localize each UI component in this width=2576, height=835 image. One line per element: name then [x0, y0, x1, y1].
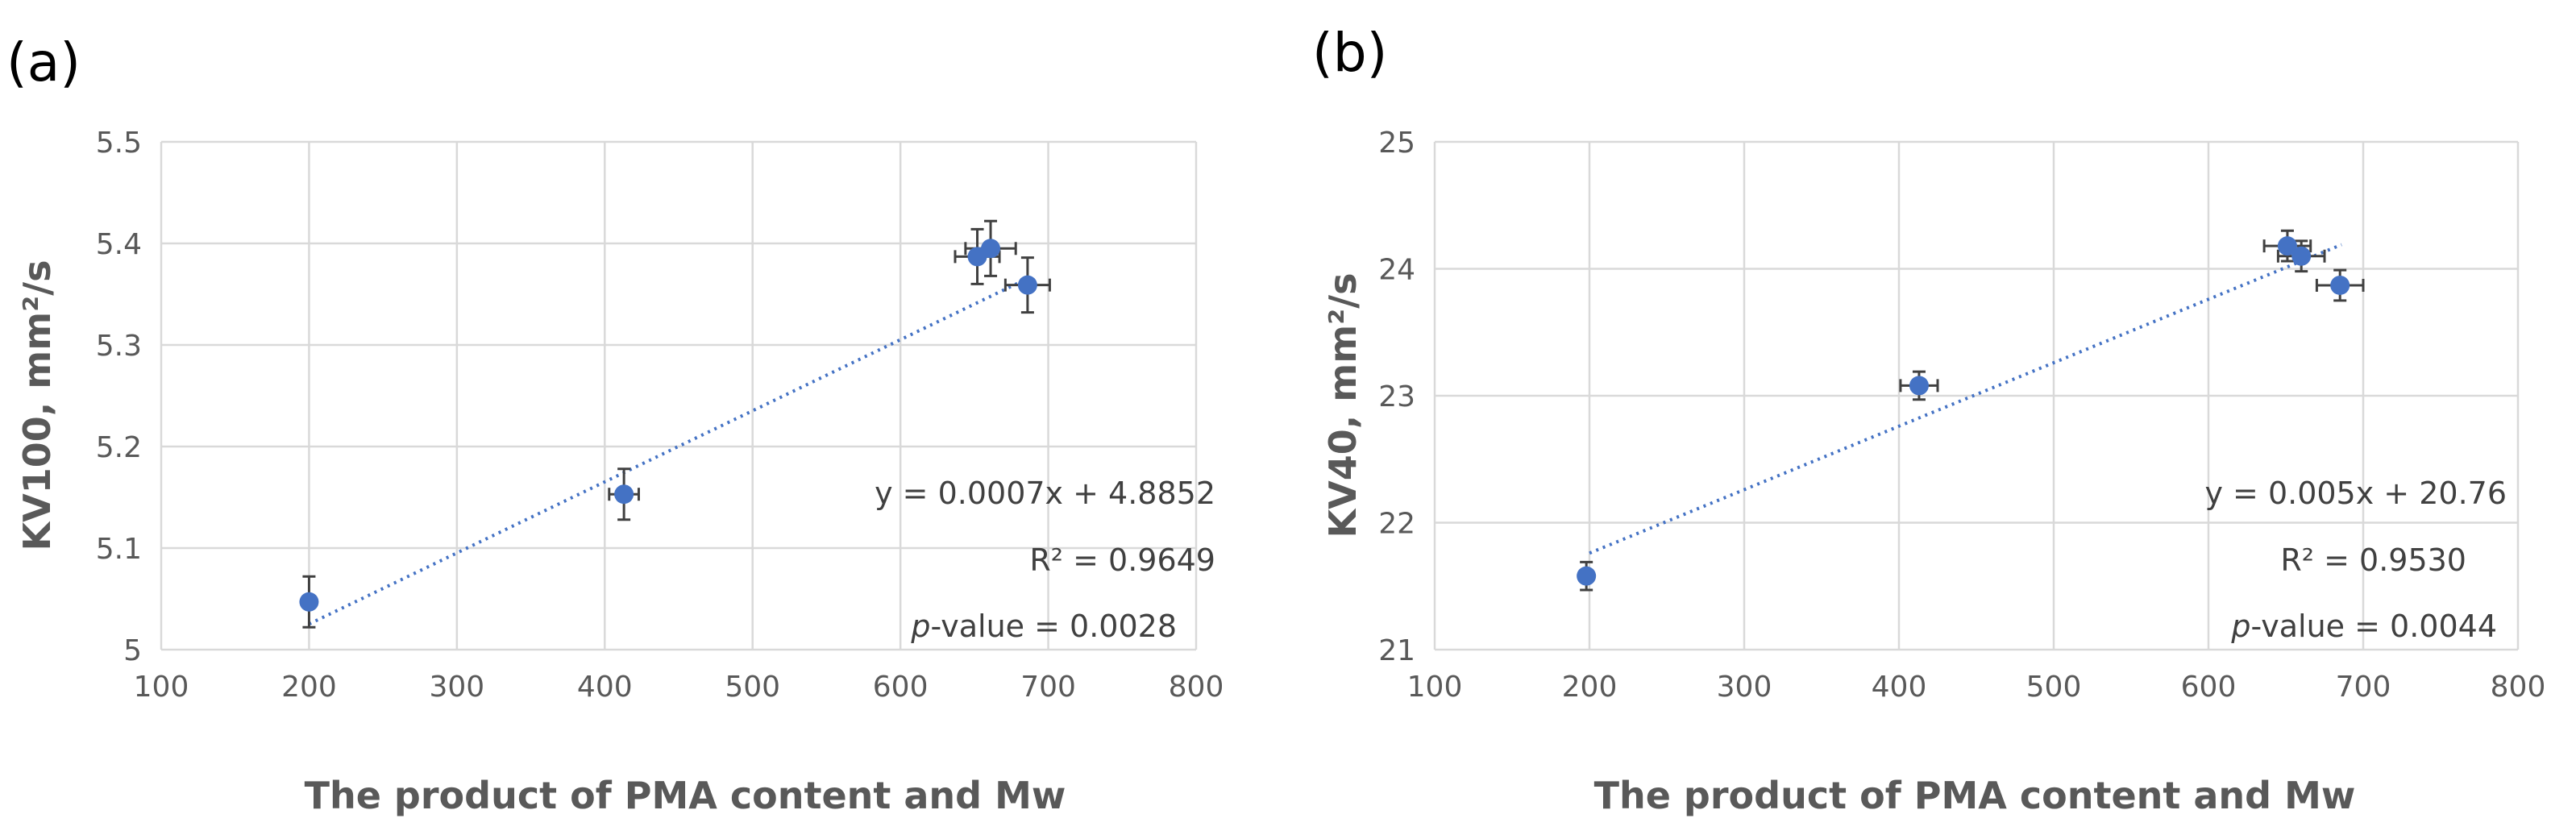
data-point	[614, 484, 634, 505]
data-point	[299, 592, 319, 612]
y-tick-label: 25	[1378, 127, 1415, 160]
x-tick-label: 300	[1717, 671, 1772, 704]
p-value-label: p-value = 0.0044	[2230, 609, 2497, 644]
panel-a: (a) 100 200 300 400 500 600 700 800 55.15.25.35…	[6, 31, 1224, 817]
data-point	[2291, 246, 2312, 266]
trendline	[308, 276, 1028, 626]
trendline	[1589, 243, 2342, 555]
y-axis-title: KV100, mm²/s	[15, 260, 59, 551]
panel-a-y-tick-labels: 5 5.1 5.2 5.3 5.4 5.5	[96, 127, 142, 667]
x-tick-label: 100	[134, 671, 189, 704]
x-tick-label: 700	[1020, 671, 1076, 704]
x-tick-label: 400	[577, 671, 633, 704]
x-tick-label: 400	[1872, 671, 1927, 704]
data-point	[981, 239, 1001, 259]
x-tick-label: 200	[281, 671, 337, 704]
equation-label: y = 0.005x + 20.76	[2204, 476, 2507, 511]
x-axis-title: The product of PMA content and Mw	[305, 774, 1066, 817]
data-point	[2330, 275, 2350, 295]
panel-a-annotations: y = 0.0007x + 4.8852 R² = 0.9649 p-value…	[875, 476, 1215, 644]
r-squared-label: R² = 0.9530	[2280, 542, 2466, 578]
y-tick-label: 5.5	[96, 127, 142, 160]
panel-b-y-tick-labels: 21 22 23 24 25	[1378, 127, 1415, 667]
panel-b-annotations: y = 0.005x + 20.76 R² = 0.9530 p-value =…	[2204, 476, 2507, 644]
p-value-label: p-value = 0.0028	[910, 609, 1177, 644]
y-tick-label: 22	[1378, 508, 1415, 541]
p-value-italic-p: p	[910, 609, 930, 644]
panel-b-x-tick-labels: 100 200 300 400 500 600 700 800	[1407, 671, 2546, 704]
equation-label: y = 0.0007x + 4.8852	[875, 476, 1215, 511]
data-point	[1909, 376, 1929, 396]
panel-a-gridlines	[160, 140, 1198, 651]
x-tick-label: 700	[2336, 671, 2391, 704]
r-squared-label: R² = 0.9649	[1029, 542, 1215, 578]
panel-b-gridlines	[1433, 140, 2520, 651]
panel-a-trendline	[308, 276, 1028, 626]
y-tick-label: 24	[1378, 254, 1415, 287]
y-axis-title: KV40, mm²/s	[1321, 273, 1365, 538]
p-value-text: -value = 0.0044	[2251, 609, 2497, 644]
data-point	[1017, 275, 1037, 295]
panel-b-data-points	[1577, 236, 2350, 586]
p-value-italic-p: p	[2230, 609, 2250, 644]
panel-label-b: (b)	[1312, 22, 1387, 84]
panel-a-data-points	[299, 239, 1037, 612]
x-tick-label: 300	[429, 671, 484, 704]
y-tick-label: 5	[123, 634, 142, 667]
y-tick-label: 5.2	[96, 431, 142, 464]
y-tick-label: 5.4	[96, 228, 142, 261]
panel-b-error-bars	[1580, 229, 2365, 592]
x-tick-label: 200	[1562, 671, 1618, 704]
data-point	[1577, 566, 1597, 586]
p-value-text: -value = 0.0028	[931, 609, 1177, 644]
y-tick-label: 23	[1378, 380, 1415, 413]
y-tick-label: 5.1	[96, 533, 142, 566]
x-axis-title: The product of PMA content and Mw	[1594, 774, 2356, 817]
x-tick-label: 500	[725, 671, 780, 704]
x-tick-label: 600	[2181, 671, 2237, 704]
panel-a-error-bars	[302, 219, 1051, 629]
panel-b: (b) 100 200 300 400 500 600 700 800 2122232425 …	[1312, 22, 2545, 817]
x-tick-label: 800	[1169, 671, 1224, 704]
x-tick-label: 600	[873, 671, 929, 704]
x-tick-label: 800	[2491, 671, 2546, 704]
x-tick-label: 100	[1407, 671, 1463, 704]
y-tick-label: 21	[1378, 634, 1415, 667]
y-tick-label: 5.3	[96, 330, 142, 363]
data-point	[2277, 236, 2297, 256]
panel-a-x-tick-labels: 100 200 300 400 500 600 700 800	[134, 671, 1224, 704]
panel-label-a: (a)	[6, 31, 81, 93]
panel-b-trendline	[1589, 243, 2342, 555]
x-tick-label: 500	[2026, 671, 2082, 704]
